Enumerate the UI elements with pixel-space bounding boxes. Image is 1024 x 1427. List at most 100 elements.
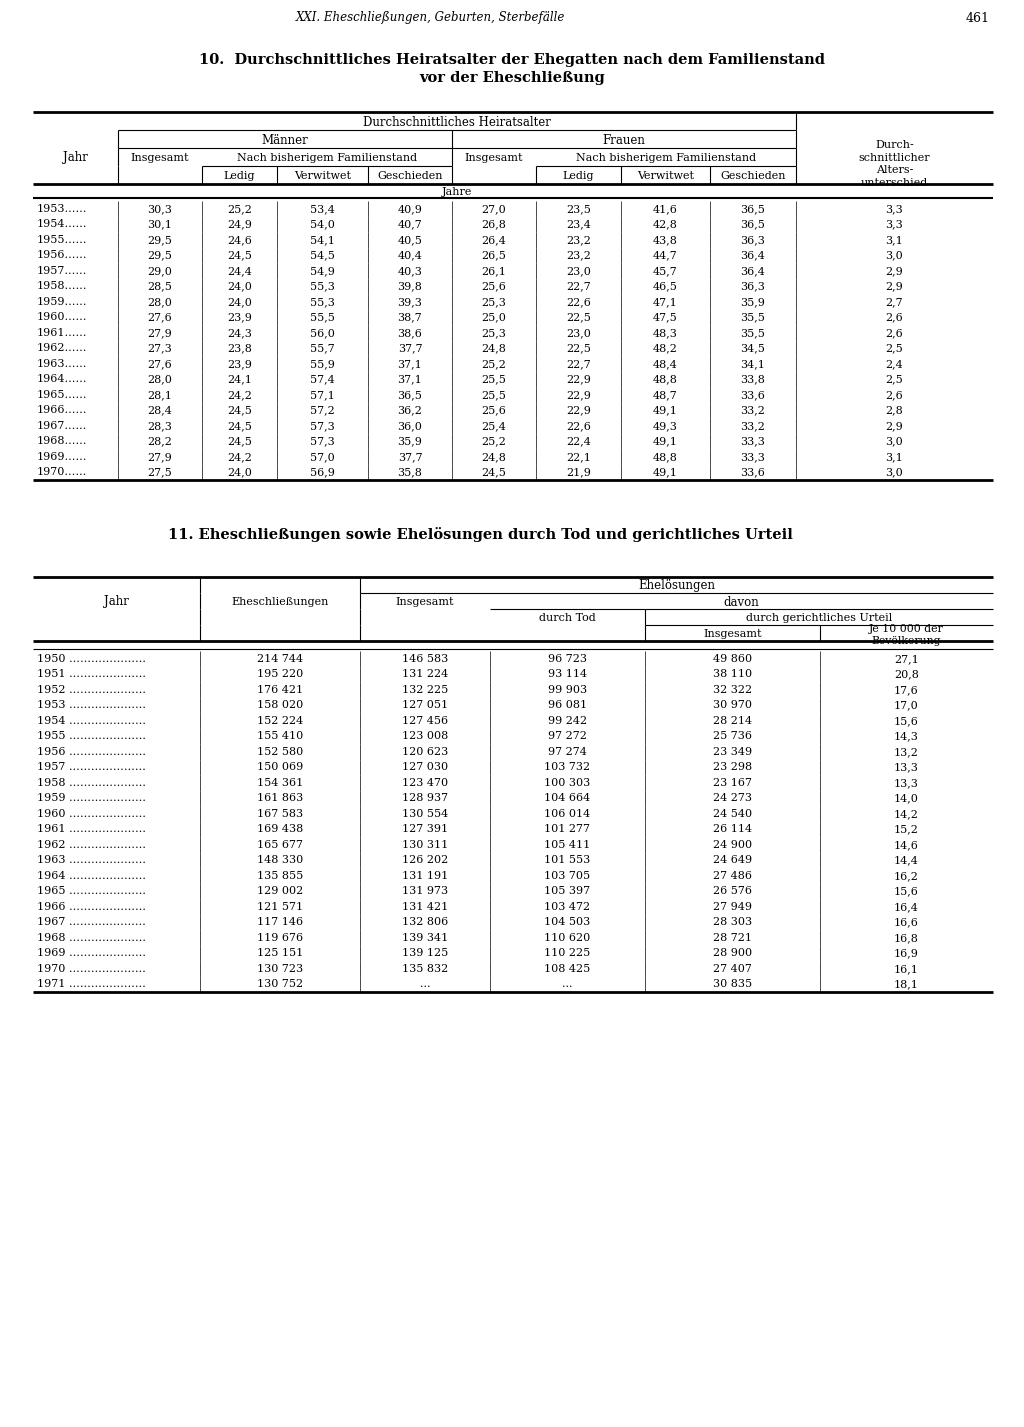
Text: 24,0: 24,0 bbox=[227, 297, 252, 307]
Text: 131 973: 131 973 bbox=[402, 886, 449, 896]
Text: 13,2: 13,2 bbox=[894, 746, 919, 756]
Text: 14,2: 14,2 bbox=[894, 809, 919, 819]
Text: 96 081: 96 081 bbox=[548, 701, 587, 711]
Text: 28,0: 28,0 bbox=[147, 297, 172, 307]
Text: 46,5: 46,5 bbox=[653, 281, 678, 291]
Text: 2,9: 2,9 bbox=[886, 265, 903, 275]
Text: Ledig: Ledig bbox=[563, 171, 594, 181]
Text: 13,3: 13,3 bbox=[894, 762, 919, 772]
Text: 126 202: 126 202 bbox=[401, 855, 449, 865]
Text: Geschieden: Geschieden bbox=[377, 171, 442, 181]
Text: 28,3: 28,3 bbox=[147, 421, 172, 431]
Text: 152 580: 152 580 bbox=[257, 746, 303, 756]
Text: 23,0: 23,0 bbox=[566, 265, 591, 275]
Text: 22,6: 22,6 bbox=[566, 421, 591, 431]
Text: 103 705: 103 705 bbox=[545, 870, 591, 880]
Text: 127 030: 127 030 bbox=[402, 762, 449, 772]
Text: 1965……: 1965…… bbox=[37, 390, 87, 400]
Text: 15,6: 15,6 bbox=[894, 886, 919, 896]
Text: 169 438: 169 438 bbox=[257, 825, 303, 835]
Text: 24,2: 24,2 bbox=[227, 390, 252, 400]
Text: 30,1: 30,1 bbox=[147, 220, 172, 230]
Text: Durch-
schnittlicher
Alters-
unterschied: Durch- schnittlicher Alters- unterschied bbox=[859, 140, 931, 187]
Text: 55,5: 55,5 bbox=[310, 313, 335, 323]
Text: 119 676: 119 676 bbox=[257, 933, 303, 943]
Text: Insgesamt: Insgesamt bbox=[465, 153, 523, 163]
Text: 27,1: 27,1 bbox=[894, 654, 919, 664]
Text: 27,6: 27,6 bbox=[147, 358, 172, 368]
Text: 1971 …………………: 1971 ………………… bbox=[37, 979, 145, 989]
Text: 21,9: 21,9 bbox=[566, 467, 591, 477]
Text: 1954……: 1954…… bbox=[37, 220, 87, 230]
Text: 24 273: 24 273 bbox=[713, 793, 752, 803]
Text: 1970 …………………: 1970 ………………… bbox=[37, 963, 145, 973]
Text: 36,5: 36,5 bbox=[740, 220, 765, 230]
Text: 48,4: 48,4 bbox=[653, 358, 678, 368]
Text: 26 114: 26 114 bbox=[713, 825, 752, 835]
Text: 20,8: 20,8 bbox=[894, 669, 919, 679]
Text: 3,0: 3,0 bbox=[886, 250, 903, 260]
Text: Jahr: Jahr bbox=[104, 595, 129, 608]
Text: 150 069: 150 069 bbox=[257, 762, 303, 772]
Text: 47,1: 47,1 bbox=[653, 297, 678, 307]
Text: 45,7: 45,7 bbox=[653, 265, 678, 275]
Text: 28,4: 28,4 bbox=[147, 405, 172, 415]
Text: 23 298: 23 298 bbox=[713, 762, 752, 772]
Text: 1959 …………………: 1959 ………………… bbox=[37, 793, 146, 803]
Text: 24,5: 24,5 bbox=[227, 250, 252, 260]
Text: 35,9: 35,9 bbox=[740, 297, 765, 307]
Text: 57,3: 57,3 bbox=[310, 421, 335, 431]
Text: 24 649: 24 649 bbox=[713, 855, 752, 865]
Text: 16,6: 16,6 bbox=[894, 918, 919, 928]
Text: 15,2: 15,2 bbox=[894, 825, 919, 835]
Text: 24,3: 24,3 bbox=[227, 328, 252, 338]
Text: 24,2: 24,2 bbox=[227, 452, 252, 462]
Text: Insgesamt: Insgesamt bbox=[395, 596, 455, 606]
Text: 1954 …………………: 1954 ………………… bbox=[37, 716, 146, 726]
Text: 1963……: 1963…… bbox=[37, 358, 87, 368]
Text: 30 835: 30 835 bbox=[713, 979, 752, 989]
Text: 49 860: 49 860 bbox=[713, 654, 752, 664]
Text: 57,3: 57,3 bbox=[310, 437, 335, 447]
Text: 97 272: 97 272 bbox=[548, 731, 587, 741]
Text: 117 146: 117 146 bbox=[257, 918, 303, 928]
Text: 1959……: 1959…… bbox=[37, 297, 87, 307]
Text: 24,5: 24,5 bbox=[227, 437, 252, 447]
Text: 25,2: 25,2 bbox=[481, 358, 507, 368]
Text: 1969……: 1969…… bbox=[37, 452, 87, 462]
Text: 56,0: 56,0 bbox=[310, 328, 335, 338]
Text: 1966……: 1966…… bbox=[37, 405, 87, 415]
Text: 1964……: 1964…… bbox=[37, 374, 87, 384]
Text: 36,3: 36,3 bbox=[740, 235, 765, 245]
Text: 33,8: 33,8 bbox=[740, 374, 765, 384]
Text: 48,3: 48,3 bbox=[653, 328, 678, 338]
Text: 23,9: 23,9 bbox=[227, 358, 252, 368]
Text: 1968……: 1968…… bbox=[37, 437, 87, 447]
Text: 24,5: 24,5 bbox=[227, 421, 252, 431]
Text: 22,5: 22,5 bbox=[566, 313, 591, 323]
Text: 1955……: 1955…… bbox=[37, 235, 87, 245]
Text: 131 191: 131 191 bbox=[401, 870, 449, 880]
Text: 56,9: 56,9 bbox=[310, 467, 335, 477]
Text: 125 151: 125 151 bbox=[257, 949, 303, 959]
Text: 1962 …………………: 1962 ………………… bbox=[37, 839, 146, 849]
Text: Frauen: Frauen bbox=[602, 134, 645, 147]
Text: 55,7: 55,7 bbox=[310, 344, 335, 354]
Text: Durchschnittliches Heiratsalter: Durchschnittliches Heiratsalter bbox=[364, 117, 551, 130]
Text: 43,8: 43,8 bbox=[653, 235, 678, 245]
Text: 132 806: 132 806 bbox=[401, 918, 449, 928]
Text: 2,4: 2,4 bbox=[886, 358, 903, 368]
Text: 27,6: 27,6 bbox=[147, 313, 172, 323]
Text: 36,2: 36,2 bbox=[397, 405, 423, 415]
Text: Männer: Männer bbox=[261, 134, 308, 147]
Text: 1958……: 1958…… bbox=[37, 281, 87, 291]
Text: 101 553: 101 553 bbox=[545, 855, 591, 865]
Text: 139 125: 139 125 bbox=[401, 949, 449, 959]
Text: 36,4: 36,4 bbox=[740, 265, 765, 275]
Text: 25,3: 25,3 bbox=[481, 328, 507, 338]
Text: 25,3: 25,3 bbox=[481, 297, 507, 307]
Text: 14,6: 14,6 bbox=[894, 839, 919, 849]
Text: 23,8: 23,8 bbox=[227, 344, 252, 354]
Text: 104 503: 104 503 bbox=[545, 918, 591, 928]
Text: 40,3: 40,3 bbox=[397, 265, 423, 275]
